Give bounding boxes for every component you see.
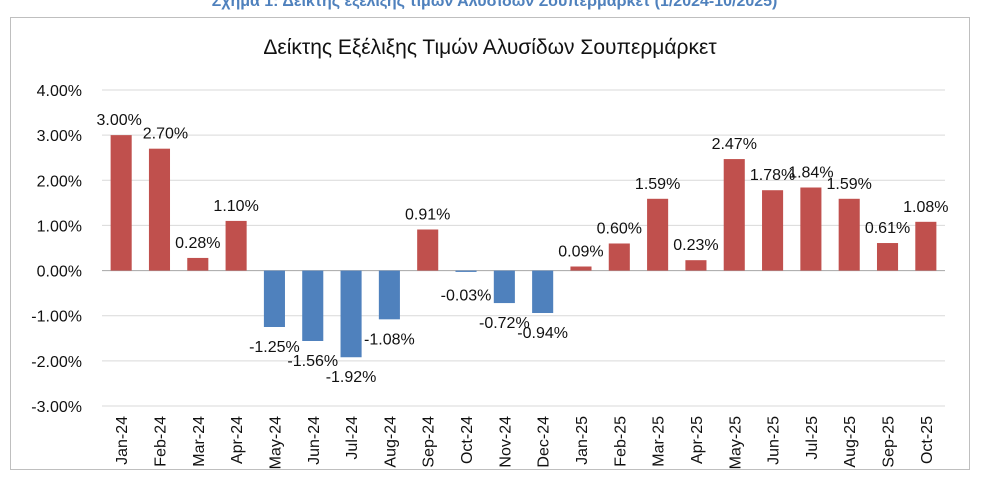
data-label: 0.23% xyxy=(673,237,718,254)
bar xyxy=(685,260,707,271)
bars xyxy=(110,135,937,358)
y-tick-label: 3.00% xyxy=(37,128,82,145)
data-label: 2.47% xyxy=(712,136,757,153)
bar xyxy=(532,270,554,314)
x-tick-label: May-24 xyxy=(267,416,284,469)
data-label: -0.03% xyxy=(441,288,492,305)
data-label: 1.84% xyxy=(788,165,833,182)
x-axis-ticks: Jan-24 Feb-24 Mar-24 Apr-24 May-24 Jun-24 Jul-… xyxy=(114,416,936,469)
bar xyxy=(800,187,822,271)
y-axis-ticks: 4.00% 3.00% 2.00% 1.00% 0.00% -1.00% -2.00% -3.… xyxy=(31,83,82,416)
x-tick-label: Mar-24 xyxy=(191,416,208,467)
x-tick-label: Mar-25 xyxy=(651,416,668,467)
bar xyxy=(110,135,132,271)
data-label: 1.78% xyxy=(750,167,795,184)
y-tick-label: -3.00% xyxy=(31,399,82,416)
bar xyxy=(187,257,209,271)
x-tick-label: Apr-25 xyxy=(689,416,706,464)
x-tick-label: Aug-25 xyxy=(842,416,859,468)
bar xyxy=(570,266,592,271)
bar xyxy=(263,270,285,327)
y-tick-label: 0.00% xyxy=(37,264,82,281)
data-labels: 3.00%2.70% 0.28% 1.10% -1.25%-1.56%-1.92% -1… xyxy=(96,112,948,386)
y-tick-label: 2.00% xyxy=(37,173,82,190)
y-tick-label: 1.00% xyxy=(37,218,82,235)
data-label: 1.59% xyxy=(827,176,872,193)
x-tick-label: Jan-24 xyxy=(114,416,131,465)
data-label: -1.56% xyxy=(287,353,338,370)
y-tick-label: -1.00% xyxy=(31,309,82,326)
data-label: 3.00% xyxy=(96,112,141,129)
data-label: 0.60% xyxy=(597,220,642,237)
figure-caption: Σχήμα 1: Δείκτης εξέλιξης τιμών Αλυσίδων… xyxy=(211,0,778,10)
x-tick-label: Oct-24 xyxy=(459,416,476,464)
data-label: -1.25% xyxy=(249,339,300,356)
data-label: -1.92% xyxy=(326,369,377,386)
x-tick-label: Jan-25 xyxy=(574,416,591,465)
y-tick-label: -2.00% xyxy=(31,354,82,371)
data-label: 1.08% xyxy=(903,199,948,216)
data-label: -0.94% xyxy=(517,325,568,342)
x-tick-label: Feb-24 xyxy=(152,416,169,467)
x-tick-label: Oct-25 xyxy=(919,416,936,464)
bar xyxy=(876,243,899,271)
data-label: 2.70% xyxy=(143,126,188,143)
bar xyxy=(493,270,515,304)
x-tick-label: Nov-24 xyxy=(497,416,514,468)
bar xyxy=(647,198,669,271)
bar xyxy=(762,190,784,271)
bar xyxy=(225,220,247,271)
chart-title: Δείκτης Εξέλιξης Τιμών Αλυσίδων Σουπερμά… xyxy=(263,36,717,59)
x-tick-label: Apr-24 xyxy=(229,416,246,464)
data-label: 1.59% xyxy=(635,176,680,193)
x-tick-label: Jul-24 xyxy=(344,416,361,460)
data-label: -0.72% xyxy=(479,315,530,332)
bar xyxy=(302,270,324,341)
x-tick-label: Jul-25 xyxy=(804,416,821,460)
bar xyxy=(378,270,400,320)
y-tick-label: 4.00% xyxy=(37,83,82,100)
bar xyxy=(148,148,171,271)
x-tick-label: May-25 xyxy=(727,416,744,469)
data-label: 1.10% xyxy=(213,198,258,215)
x-tick-label: Aug-24 xyxy=(382,416,399,468)
bar xyxy=(608,243,630,271)
bar xyxy=(455,270,477,272)
bar xyxy=(838,198,860,271)
data-label: 0.09% xyxy=(558,244,603,261)
data-label: 0.61% xyxy=(865,220,910,237)
data-label: 0.91% xyxy=(405,206,450,223)
bar xyxy=(340,270,362,358)
bar xyxy=(417,229,439,271)
data-label: -1.08% xyxy=(364,331,415,348)
x-tick-label: Feb-25 xyxy=(612,416,629,467)
data-label: 0.28% xyxy=(175,235,220,252)
x-tick-label: Jun-25 xyxy=(766,416,783,465)
x-tick-label: Sep-24 xyxy=(421,416,438,468)
x-tick-label: Jun-24 xyxy=(306,416,323,465)
bar xyxy=(915,221,937,271)
bar xyxy=(723,159,745,271)
x-tick-label: Dec-24 xyxy=(536,416,553,468)
x-tick-label: Sep-25 xyxy=(881,416,898,468)
